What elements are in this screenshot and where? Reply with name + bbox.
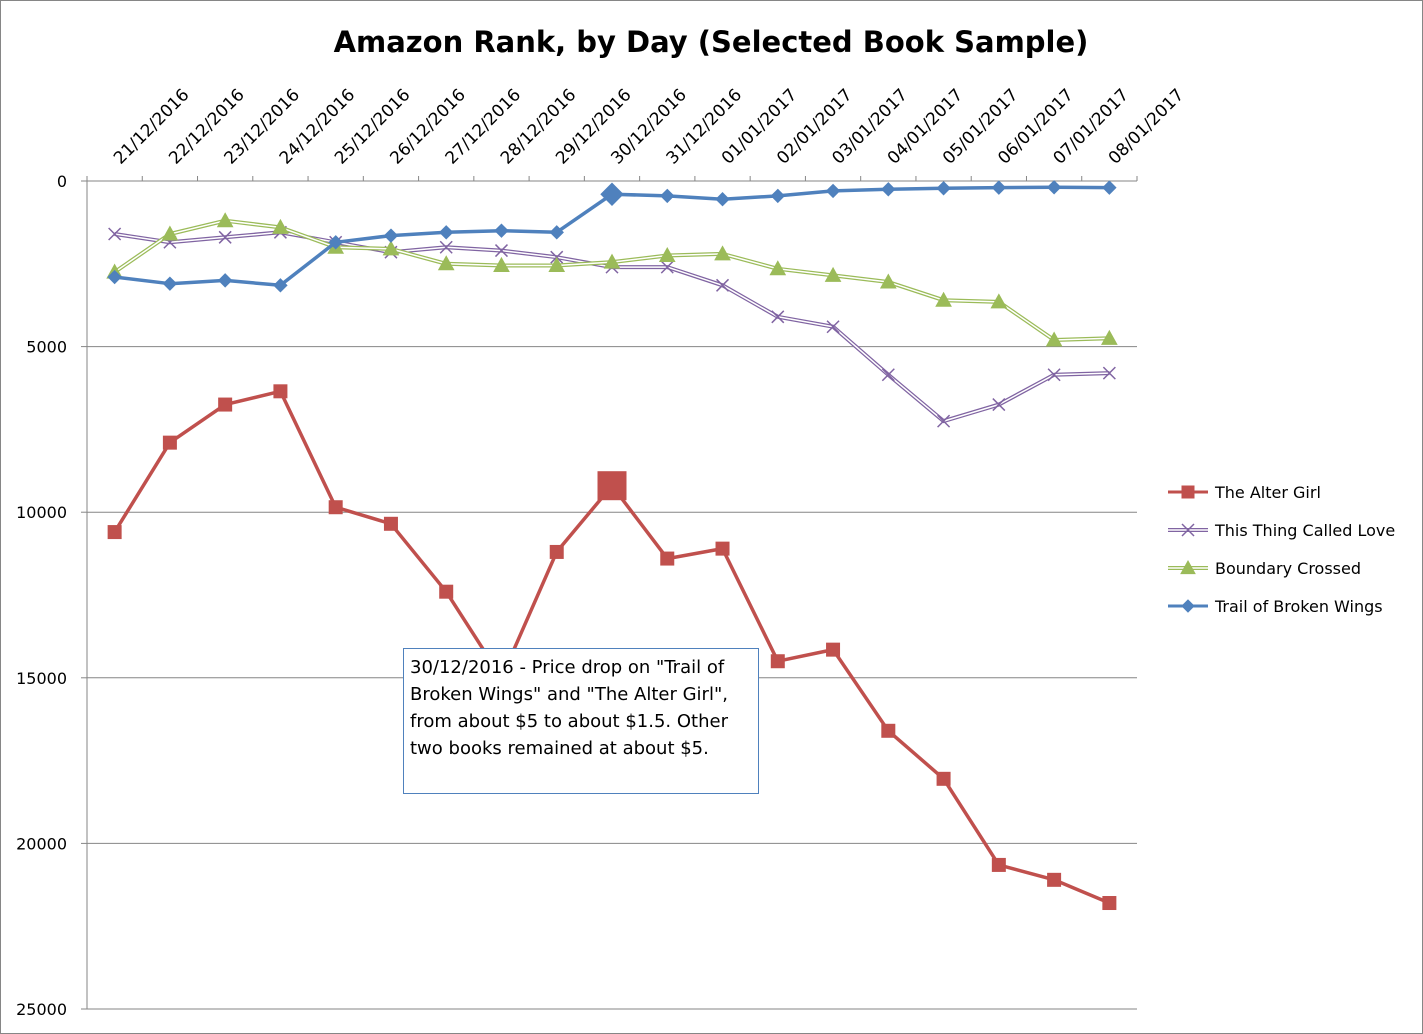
y-tick-label: 10000 (16, 503, 67, 522)
data-point (218, 230, 232, 244)
legend-label: The Alter Girl (1214, 483, 1321, 502)
grid (87, 180, 1137, 1010)
data-point (494, 244, 509, 258)
data-point (1101, 329, 1118, 345)
data-point (383, 516, 398, 531)
data-point (1046, 180, 1062, 195)
y-tick-label: 15000 (16, 669, 67, 688)
legend-label: Boundary Crossed (1215, 559, 1361, 578)
data-point (1102, 896, 1117, 911)
data-point (1047, 368, 1061, 382)
data-point (771, 310, 785, 324)
data-point (549, 544, 564, 559)
data-point (162, 435, 177, 450)
data-point (881, 368, 895, 382)
data-point (437, 255, 455, 271)
data-point (881, 182, 896, 197)
data-point (1181, 485, 1195, 499)
series-path (113, 218, 1110, 342)
data-point (382, 240, 400, 256)
chart-title: Amazon Rank, by Day (Selected Book Sampl… (334, 25, 1089, 59)
data-point (937, 414, 951, 428)
data-point (273, 278, 288, 293)
data-point (770, 654, 785, 669)
data-point (1181, 523, 1195, 537)
data-point (107, 525, 122, 540)
data-point (1047, 872, 1062, 887)
data-point (108, 227, 122, 241)
data-point (493, 256, 510, 272)
y-tick-label: 25000 (16, 1000, 67, 1019)
data-point (549, 225, 564, 240)
data-point (161, 225, 179, 241)
data-point (935, 291, 952, 307)
series-group (106, 180, 1118, 911)
data-point (936, 181, 951, 196)
data-point (826, 642, 841, 657)
data-point (660, 188, 675, 204)
data-point (1102, 180, 1117, 195)
y-tick-label: 0 (57, 172, 67, 191)
legend-label: This Thing Called Love (1214, 521, 1395, 540)
data-point (600, 182, 624, 206)
data-point (272, 218, 289, 234)
data-point (826, 320, 840, 334)
data-point (715, 192, 730, 207)
data-point (715, 541, 730, 556)
data-point (328, 235, 343, 250)
series-line (107, 384, 1117, 911)
annotation-box: 30/12/2016 - Price drop on "Trail of Bro… (403, 648, 759, 794)
data-point (658, 246, 676, 263)
data-point (162, 276, 178, 291)
data-point (714, 245, 731, 261)
data-point (1102, 366, 1116, 380)
data-point (879, 273, 897, 289)
data-point (992, 398, 1006, 412)
data-point (990, 293, 1008, 309)
series-path-inner (114, 219, 1110, 341)
data-point (217, 273, 233, 288)
legend-label: Trail of Broken Wings (1214, 597, 1383, 616)
data-point (991, 857, 1006, 872)
data-point (383, 228, 399, 243)
data-point (715, 278, 730, 292)
data-point (825, 183, 841, 199)
data-point (328, 500, 343, 515)
data-point (1181, 599, 1195, 613)
data-point (824, 266, 842, 282)
data-point (991, 180, 1007, 195)
data-point (603, 253, 621, 269)
data-point (936, 771, 951, 786)
data-point (770, 188, 785, 204)
data-point (273, 384, 288, 399)
data-point (660, 260, 674, 274)
data-point (769, 260, 787, 276)
y-tick-label: 5000 (26, 338, 67, 357)
x-axis: 21/12/201622/12/201623/12/201624/12/2016… (86, 85, 1188, 181)
data-point (1180, 559, 1196, 575)
data-point (107, 269, 122, 285)
legend: The Alter Girl This Thing Called Love Boun… (1168, 483, 1395, 616)
data-point (439, 225, 454, 240)
data-point (494, 223, 509, 238)
series-line (107, 180, 1117, 293)
data-point (597, 471, 627, 501)
data-point (216, 212, 234, 228)
data-point (439, 240, 453, 254)
y-axis: 0 5000 10000 15000 20000 25000 (16, 172, 88, 1019)
data-point (881, 723, 896, 738)
data-point (218, 397, 233, 412)
data-point (548, 256, 566, 272)
y-tick-label: 20000 (16, 834, 67, 853)
data-point (660, 551, 675, 566)
data-point (1045, 331, 1063, 347)
data-point (439, 584, 454, 599)
